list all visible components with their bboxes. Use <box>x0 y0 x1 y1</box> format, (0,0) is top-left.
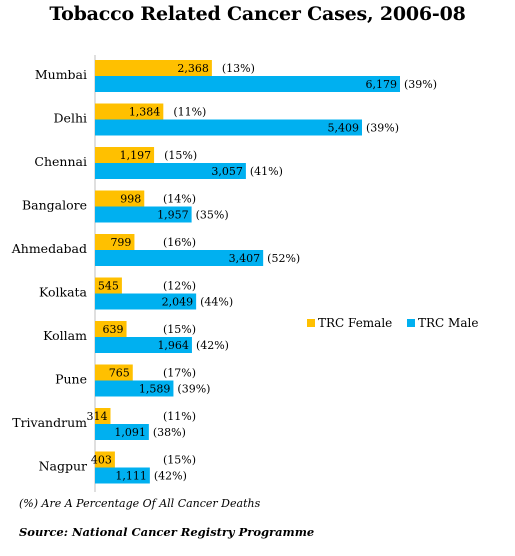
category-label-kollam: Kollam <box>43 328 87 343</box>
pct-label-trc-male-trivandrum: (38%) <box>153 426 186 439</box>
bar-trc-male-nagpur <box>95 467 150 484</box>
value-label-trc-female-pune: 765 <box>109 367 130 380</box>
legend-swatch-trc-male <box>407 319 415 327</box>
bar-trc-female-kollam <box>95 321 127 337</box>
value-label-trc-female-delhi: 1,384 <box>129 106 161 119</box>
pct-label-trc-female-bangalore: (14%) <box>163 193 196 206</box>
value-label-trc-female-kolkata: 545 <box>98 280 119 293</box>
chart-title: Tobacco Related Cancer Cases, 2006-08 <box>49 3 466 25</box>
pct-label-trc-female-nagpur: (15%) <box>163 454 196 467</box>
legend-label-trc-male: TRC Male <box>418 316 478 330</box>
pct-label-trc-female-ahmedabad: (16%) <box>163 236 196 249</box>
value-label-trc-male-mumbai: 6,179 <box>366 78 398 91</box>
pct-label-trc-female-trivandrum: (11%) <box>163 410 196 423</box>
pct-label-trc-male-mumbai: (39%) <box>404 78 437 91</box>
pct-label-trc-female-kolkata: (12%) <box>163 280 196 293</box>
bar-trc-male-ahmedabad <box>95 250 264 266</box>
bar-trc-male-kollam <box>95 337 192 353</box>
value-label-trc-female-nagpur: 403 <box>91 454 112 467</box>
value-label-trc-male-ahmedabad: 3,407 <box>229 252 261 265</box>
value-label-trc-female-chennai: 1,197 <box>120 149 152 162</box>
bar-trc-female-mumbai <box>95 60 212 76</box>
pct-label-trc-male-kollam: (42%) <box>196 339 229 352</box>
pct-label-trc-male-chennai: (41%) <box>250 165 283 178</box>
value-label-trc-male-nagpur: 1,111 <box>115 470 147 483</box>
value-label-trc-female-mumbai: 2,368 <box>177 62 209 75</box>
chart-footnote: (%) Are A Percentage Of All Cancer Death… <box>19 497 261 510</box>
bar-trc-female-nagpur <box>95 451 115 468</box>
value-label-trc-female-kollam: 639 <box>103 323 124 336</box>
value-label-trc-female-trivandrum: 314 <box>86 410 107 423</box>
legend-label-trc-female: TRC Female <box>318 316 392 330</box>
value-label-trc-male-trivandrum: 1,091 <box>114 426 146 439</box>
value-label-trc-male-chennai: 3,057 <box>211 165 243 178</box>
pct-label-trc-male-delhi: (39%) <box>366 122 399 135</box>
category-label-bangalore: Bangalore <box>22 198 87 213</box>
pct-label-trc-female-mumbai: (13%) <box>222 62 255 75</box>
bar-trc-female-kolkata <box>95 277 122 294</box>
value-label-trc-male-bangalore: 1,957 <box>157 209 189 222</box>
value-label-trc-female-ahmedabad: 799 <box>110 236 131 249</box>
category-label-ahmedabad: Ahmedabad <box>11 241 87 256</box>
category-label-trivandrum: Trivandrum <box>12 415 87 430</box>
bar-trc-male-bangalore <box>95 206 192 223</box>
bar-trc-female-trivandrum <box>95 408 111 424</box>
bar-trc-male-mumbai <box>95 76 400 92</box>
category-label-nagpur: Nagpur <box>39 459 87 474</box>
bar-trc-female-pune <box>95 364 133 381</box>
pct-label-trc-male-kolkata: (44%) <box>200 296 233 309</box>
category-label-chennai: Chennai <box>34 154 87 169</box>
category-label-kolkata: Kolkata <box>39 285 88 300</box>
value-label-trc-male-kolkata: 2,049 <box>162 296 194 309</box>
bar-trc-male-trivandrum <box>95 424 149 440</box>
bar-trc-male-delhi <box>95 119 362 136</box>
bar-trc-female-ahmedabad <box>95 234 135 250</box>
pct-label-trc-male-ahmedabad: (52%) <box>267 252 300 265</box>
category-label-mumbai: Mumbai <box>35 67 87 82</box>
pct-label-trc-male-pune: (39%) <box>177 383 210 396</box>
category-label-pune: Pune <box>55 372 87 387</box>
pct-label-trc-female-kollam: (15%) <box>163 323 196 336</box>
bar-trc-male-kolkata <box>95 293 197 310</box>
value-label-trc-female-bangalore: 998 <box>120 193 141 206</box>
chart-source: Source: National Cancer Registry Program… <box>19 525 315 539</box>
value-label-trc-male-pune: 1,589 <box>139 383 171 396</box>
bar-trc-female-bangalore <box>95 190 145 207</box>
legend-swatch-trc-female <box>307 319 315 327</box>
pct-label-trc-male-bangalore: (35%) <box>196 209 229 222</box>
pct-label-trc-female-chennai: (15%) <box>164 149 197 162</box>
pct-label-trc-male-nagpur: (42%) <box>154 470 187 483</box>
category-label-delhi: Delhi <box>54 111 87 126</box>
pct-label-trc-female-delhi: (11%) <box>173 106 206 119</box>
bar-trc-female-delhi <box>95 103 164 120</box>
value-label-trc-male-kollam: 1,964 <box>157 339 189 352</box>
bar-trc-male-chennai <box>95 163 246 179</box>
bar-trc-male-pune <box>95 380 174 397</box>
pct-label-trc-female-pune: (17%) <box>163 367 196 380</box>
bar-trc-female-chennai <box>95 147 155 163</box>
value-label-trc-male-delhi: 5,409 <box>327 122 359 135</box>
